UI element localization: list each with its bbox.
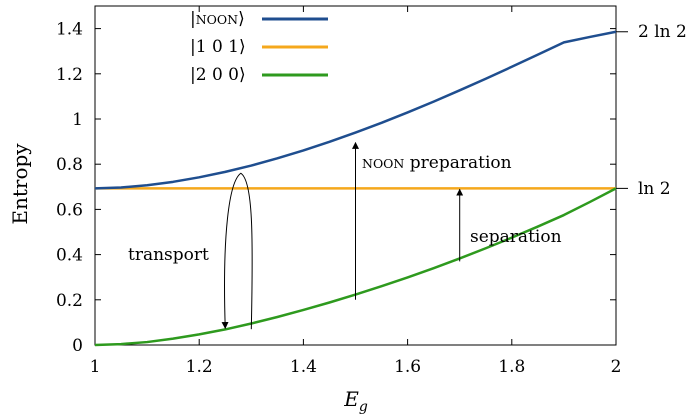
annotation-transport: transport	[128, 245, 209, 265]
right-label-2ln2: 2 ln 2	[638, 22, 687, 42]
y-tick-label: 0.2	[56, 291, 83, 311]
arrow-transport	[221, 172, 253, 330]
y-tick-label: 0.4	[56, 246, 83, 266]
legend-label-101: |1 0 1⟩	[190, 37, 246, 57]
series-noon-line	[94, 30, 617, 190]
legend-label-noon: |NOON⟩	[190, 9, 245, 29]
y-tick-label: 1	[72, 110, 83, 130]
x-tick-label: 1	[90, 357, 101, 377]
x-axis-label: Eg	[343, 387, 368, 414]
x-tick-label: 2	[611, 357, 622, 377]
annotation-separation: separation	[470, 227, 562, 247]
right-label-ln2: ln 2	[638, 179, 671, 199]
y-tick-label: 1.4	[56, 20, 83, 40]
legend-entry-noon: |NOON⟩	[190, 9, 328, 29]
y-tick-label: 0	[72, 336, 83, 356]
y-tick-label: 1.2	[56, 65, 83, 85]
legend-label-200: |2 0 0⟩	[190, 65, 246, 85]
x-tick-label: 1.6	[394, 357, 421, 377]
y-axis-label: Entropy	[8, 143, 32, 225]
legend-entry-101: |1 0 1⟩	[190, 37, 328, 57]
x-tick-label: 1.8	[498, 357, 525, 377]
annotation-noon-preparation: NOON preparation	[362, 153, 512, 173]
y-tick-label: 0.8	[56, 155, 83, 175]
plot-area: 1 1.2 1.4 1.6 1.8 2 0 0.2 0.4 0.6 0.8 1 1.2 1.4	[56, 5, 628, 377]
x-tick-label: 1.4	[290, 357, 317, 377]
plot-frame	[94, 5, 617, 346]
legend: |NOON⟩ |1 0 1⟩ |2 0 0⟩	[190, 9, 328, 85]
legend-entry-200: |2 0 0⟩	[190, 65, 328, 85]
x-tick-label: 1.2	[186, 357, 213, 377]
y-tick-label: 0.6	[56, 200, 83, 220]
